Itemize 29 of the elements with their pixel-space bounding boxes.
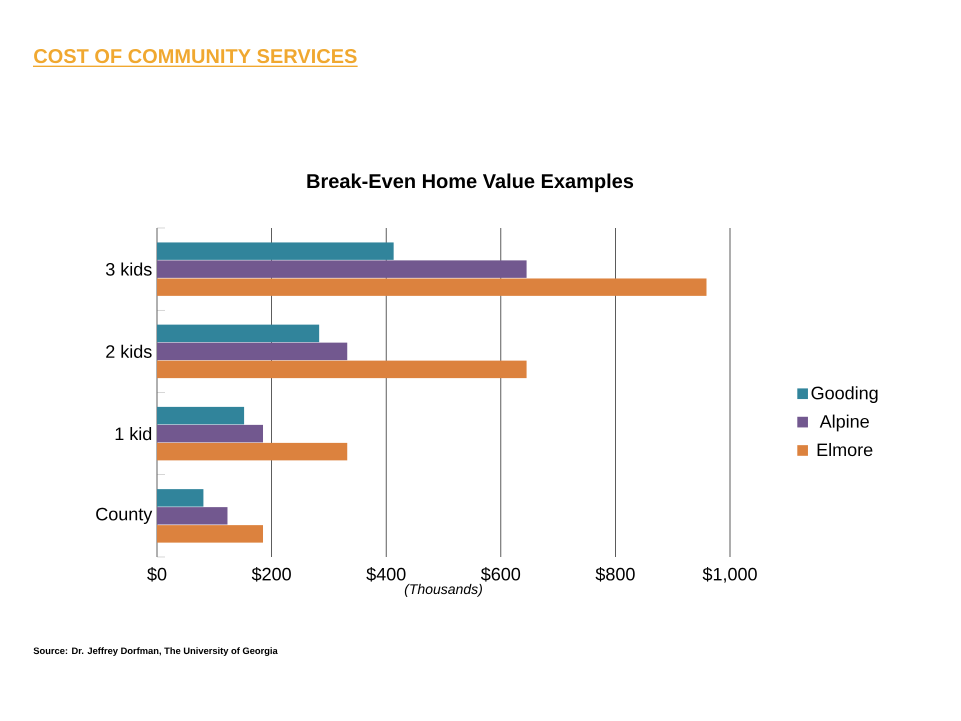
y-tick-label: County [96,508,152,524]
y-tick-label: 2 kids [106,344,152,358]
bar [157,489,204,507]
bar [157,342,348,360]
x-tick-label: $600 [480,567,520,582]
bar [157,360,527,378]
chart-subtitle: Break-Even Home Value Examples [307,174,634,192]
x-tick-label: $0 [147,567,166,582]
bar [157,324,320,342]
bar [157,406,244,424]
chart-title: COST OF COMMUNITY SERVICES [34,49,357,64]
bar [157,260,527,278]
x-tick-label: $800 [596,567,635,582]
legend-label: Elmore [818,442,872,456]
bar [157,424,264,442]
x-tick-label: $200 [252,567,291,582]
y-tick-label: 1 kid [116,427,152,440]
legend-label: Gooding [812,386,878,403]
legend-label: Alpine [820,414,869,432]
source-note: Source: Dr. Jeffrey Dorfman, The University of Georgia [34,647,278,656]
x-axis-title: (Thousands) [404,584,482,597]
bar [157,242,394,260]
bar [157,278,707,296]
y-tick-label: 3 kids [106,262,152,276]
x-tick-label: $400 [366,567,406,582]
bar [157,525,264,543]
bar [157,507,228,525]
x-tick-label: $1,000 [702,567,757,583]
bar [157,442,348,460]
